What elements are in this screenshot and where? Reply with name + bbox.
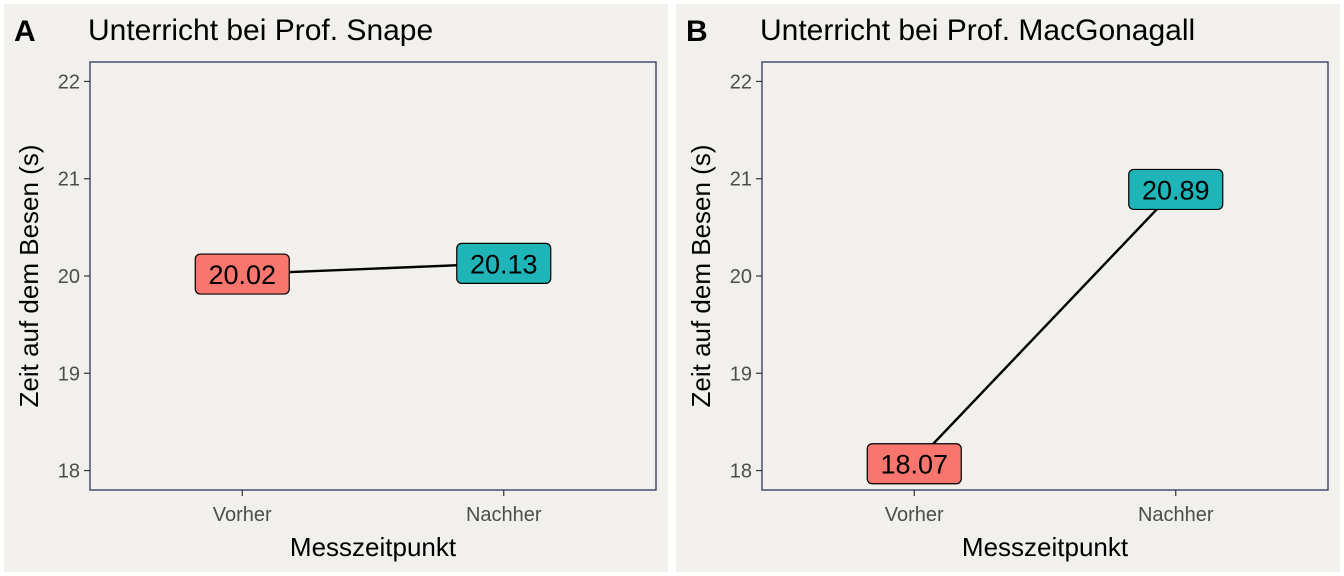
x-axis-ticks: Vorher Nachher	[213, 490, 542, 526]
y-axis-label: Zeit auf dem Besen (s)	[14, 145, 44, 408]
y-tick-label: 22	[58, 71, 80, 93]
panel-letter: A	[14, 15, 36, 48]
y-tick-label: 22	[730, 71, 752, 93]
series-line	[913, 188, 1177, 465]
data-label: 20.89	[1142, 175, 1210, 205]
data-label-box	[1128, 168, 1224, 211]
data-label: 20.13	[470, 249, 538, 279]
series-marks: 20.02 20.13	[194, 242, 552, 295]
data-label-box	[194, 253, 290, 295]
data-label-box	[456, 242, 552, 284]
panel-title: Unterricht bei Prof. MacGonagall	[760, 14, 1195, 47]
y-tick-label: 18	[730, 461, 752, 483]
x-tick-label: Vorher	[213, 504, 272, 526]
y-tick-label: 19	[730, 363, 752, 385]
y-tick-label: 21	[58, 169, 80, 191]
panel-title: Unterricht bei Prof. Snape	[88, 14, 433, 47]
x-axis-label: Messzeitpunkt	[290, 532, 457, 562]
x-tick-label: Nachher	[1138, 504, 1214, 526]
data-label-box	[866, 443, 962, 485]
y-tick-label: 19	[58, 363, 80, 385]
panel-background	[676, 4, 1340, 572]
series-marks: 18.07 20.89	[866, 168, 1224, 485]
data-label: 20.02	[208, 260, 276, 290]
data-label: 18.07	[880, 450, 948, 480]
x-tick-label: Vorher	[885, 504, 944, 526]
panel-background	[4, 4, 668, 572]
y-axis-ticks: 18 19 20 21 22	[730, 71, 762, 483]
y-tick-label: 20	[730, 266, 752, 288]
x-axis-ticks: Vorher Nachher	[885, 490, 1214, 526]
y-tick-label: 18	[58, 461, 80, 483]
y-axis-ticks: 18 19 20 21 22	[58, 71, 90, 483]
y-tick-label: 21	[730, 169, 752, 191]
panel-a: A Unterricht bei Prof. Snape Zeit auf de…	[4, 4, 668, 572]
panel-letter: B	[686, 15, 708, 48]
y-axis-label: Zeit auf dem Besen (s)	[686, 145, 716, 408]
x-tick-label: Nachher	[466, 504, 542, 526]
panel-b: B Unterricht bei Prof. MacGonagall Zeit …	[676, 4, 1340, 572]
x-axis-label: Messzeitpunkt	[962, 532, 1129, 562]
y-tick-label: 20	[58, 266, 80, 288]
